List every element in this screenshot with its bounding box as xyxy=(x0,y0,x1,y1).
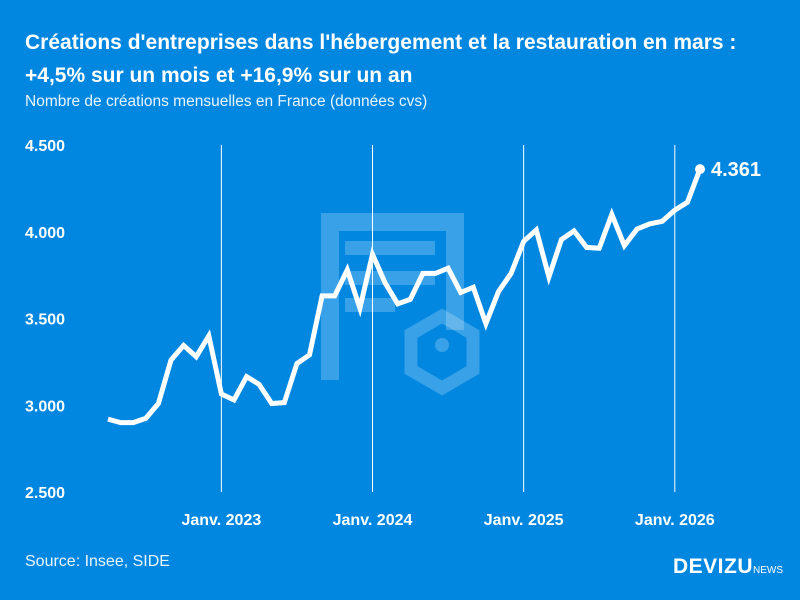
chart-title: Créations d'entreprises dans l'hébergeme… xyxy=(25,31,737,87)
y-tick-label: 2.500 xyxy=(25,485,65,502)
x-tick-label: Janv. 2023 xyxy=(181,512,261,529)
x-tick-label: Janv. 2024 xyxy=(333,512,413,529)
logo-suffix: NEWS xyxy=(753,565,784,576)
source-note: Source: Insee, SIDE xyxy=(25,553,170,570)
y-tick-label: 4.000 xyxy=(25,225,65,242)
series-line xyxy=(107,168,703,426)
data-point xyxy=(695,164,705,175)
logo-main: DEVIZU xyxy=(673,555,754,578)
x-tick-label: Janv. 2026 xyxy=(635,512,715,529)
last-value-label: 4.361 xyxy=(711,159,761,181)
x-tick-label: Janv. 2025 xyxy=(484,512,564,529)
chart-subtitle: Nombre de créations mensuelles en France… xyxy=(25,93,428,110)
watermark-logo xyxy=(321,213,480,396)
devizu-logo: DEVIZUNEWS xyxy=(673,555,783,579)
y-tick-label: 3.000 xyxy=(25,398,65,415)
y-tick-label: 4.500 xyxy=(25,138,65,155)
y-tick-label: 3.500 xyxy=(25,312,65,329)
